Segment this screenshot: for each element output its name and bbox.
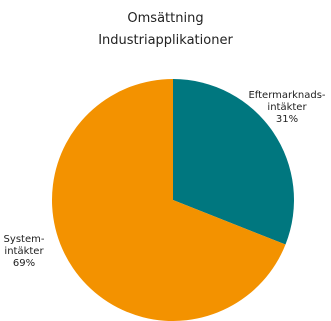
chart-title: Omsättning <box>127 11 204 26</box>
pie-slice-system <box>51 79 286 321</box>
slice-value-label: 69% <box>12 258 36 269</box>
slice-label-line: System- <box>3 234 45 245</box>
pie-slice-aftermarket <box>173 79 294 245</box>
slice-label-aftermarket: Eftermarknads- intäkter 31% <box>246 90 328 126</box>
chart-subtitle: Industriapplikationer <box>98 33 233 48</box>
slice-label-system: System- intäkter 69% <box>2 234 46 270</box>
slice-label-line: intäkter <box>4 246 44 257</box>
slice-label-line: intäkter <box>267 102 307 113</box>
slice-value-label: 31% <box>275 114 299 125</box>
slice-label-line: Eftermarknads- <box>248 90 326 101</box>
